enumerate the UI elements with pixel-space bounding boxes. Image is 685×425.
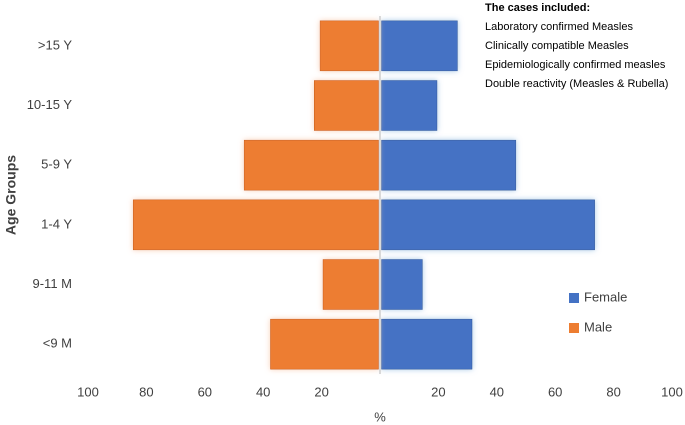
- bar: [381, 139, 517, 191]
- bar: [381, 80, 438, 131]
- bar: [314, 80, 379, 131]
- bar: [381, 199, 595, 251]
- legend-label: Female: [584, 289, 627, 304]
- bar: [270, 318, 379, 370]
- annotation-line: Laboratory confirmed Measles: [485, 21, 633, 33]
- x-tick-label: 40: [490, 384, 504, 399]
- bar: [319, 20, 379, 72]
- x-tick-label: 60: [548, 384, 562, 399]
- bar: [243, 139, 379, 191]
- x-tick-label: 40: [256, 384, 270, 399]
- annotation-line: Double reactivity (Measles & Rubella): [485, 78, 668, 90]
- x-tick-label: 20: [314, 384, 328, 399]
- legend-swatch: [569, 293, 579, 303]
- y-tick-label: 10-15 Y: [27, 97, 73, 112]
- x-tick-label: 80: [139, 384, 153, 399]
- y-tick-label: >15 Y: [38, 37, 72, 52]
- x-tick-label: 100: [77, 384, 99, 399]
- y-tick-label: 5-9 Y: [41, 157, 72, 172]
- y-tick-label: 9-11 M: [33, 276, 73, 291]
- bar: [381, 318, 473, 370]
- x-axis-title: %: [374, 409, 386, 424]
- annotation-line: Clinically compatible Measles: [485, 40, 629, 52]
- bar: [381, 20, 458, 72]
- legend-label: Male: [584, 319, 612, 334]
- bar: [381, 259, 423, 310]
- annotation-title: The cases included:: [485, 2, 590, 14]
- bar: [132, 199, 379, 251]
- x-tick-label: 80: [606, 384, 620, 399]
- x-tick-label: 100: [661, 384, 683, 399]
- annotation-line: Epidemiologically confirmed measles: [485, 59, 666, 71]
- bar: [322, 259, 379, 310]
- x-tick-label: 60: [198, 384, 212, 399]
- y-axis-title: Age Groups: [3, 155, 19, 235]
- y-tick-label: 1-4 Y: [41, 216, 72, 231]
- y-tick-label: <9 M: [43, 336, 72, 351]
- x-tick-label: 20: [431, 384, 445, 399]
- legend-swatch: [569, 323, 579, 333]
